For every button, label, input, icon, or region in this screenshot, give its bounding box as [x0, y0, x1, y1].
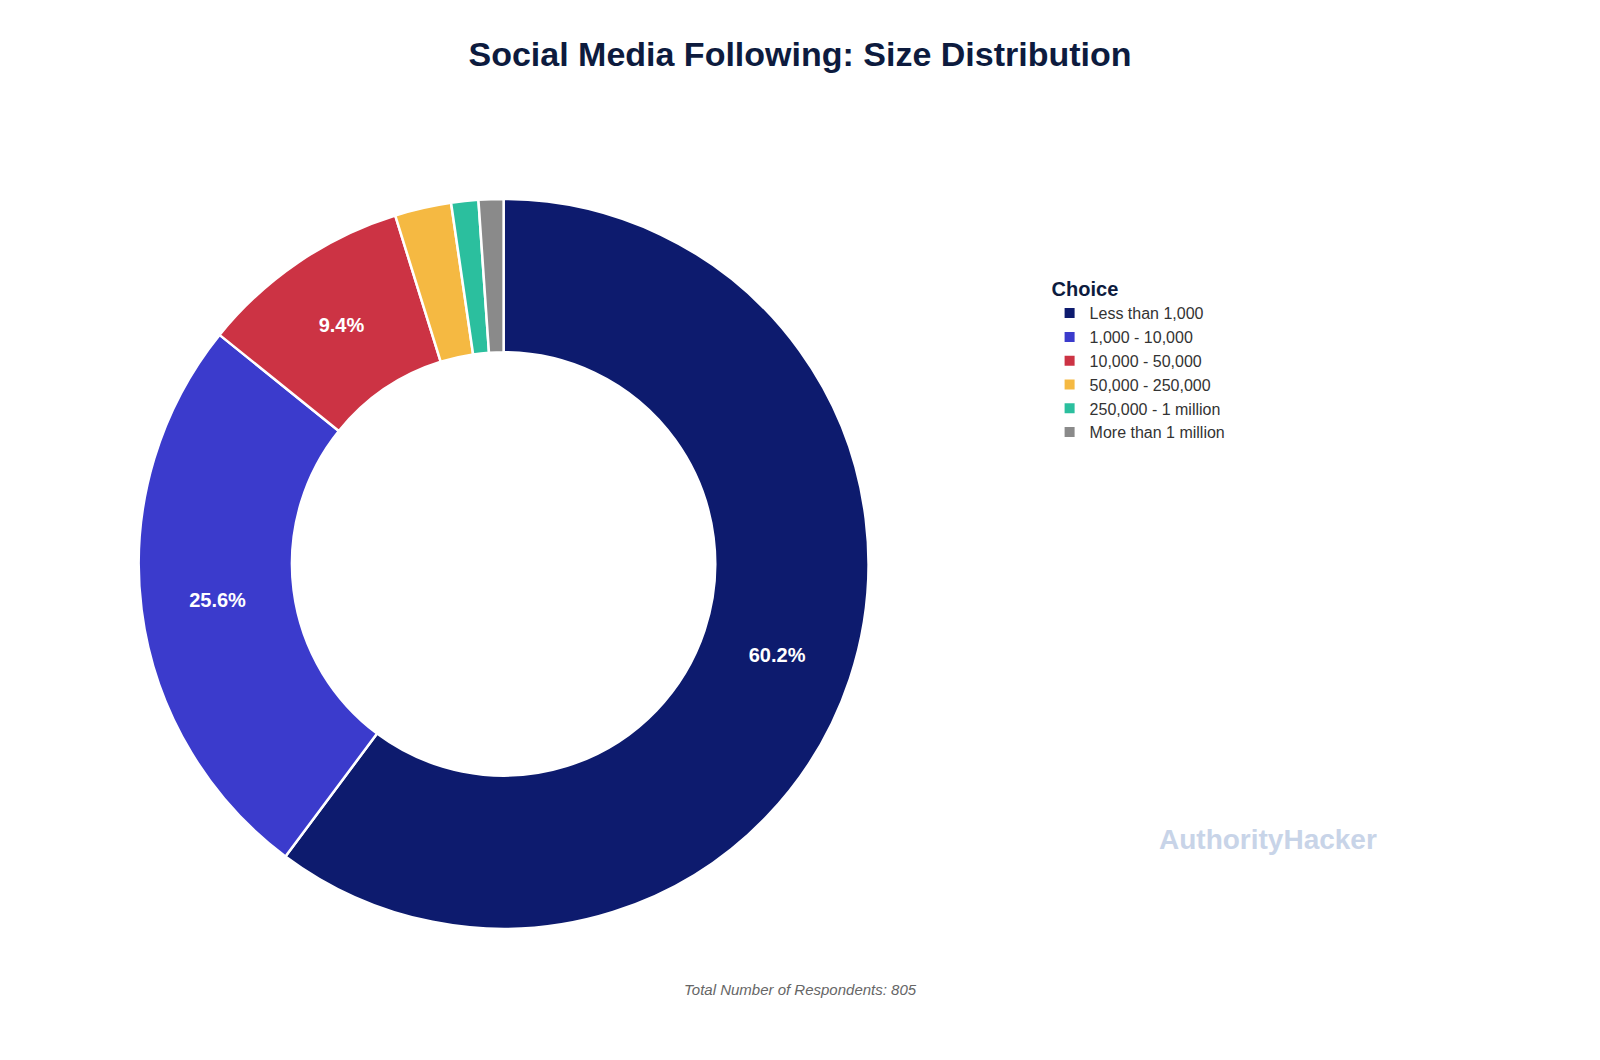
svg-text:50,000 - 250,000: 50,000 - 250,000: [1090, 377, 1211, 394]
svg-text:AuthorityHacker: AuthorityHacker: [1159, 824, 1377, 855]
svg-text:Less than 1,000: Less than 1,000: [1090, 305, 1204, 322]
svg-text:9.4%: 9.4%: [319, 314, 365, 336]
svg-text:10,000 - 50,000: 10,000 - 50,000: [1090, 353, 1202, 370]
svg-text:60.2%: 60.2%: [749, 644, 806, 666]
svg-text:250,000 - 1 million: 250,000 - 1 million: [1090, 401, 1221, 418]
svg-text:25.6%: 25.6%: [189, 589, 246, 611]
svg-text:More than 1 million: More than 1 million: [1090, 424, 1225, 441]
svg-text:Total Number of Respondents: 8: Total Number of Respondents: 805: [684, 981, 917, 998]
svg-text:Social Media Following: Size D: Social Media Following: Size Distributio…: [468, 35, 1131, 73]
svg-text:Choice: Choice: [1052, 278, 1119, 300]
svg-text:1,000 - 10,000: 1,000 - 10,000: [1090, 329, 1193, 346]
